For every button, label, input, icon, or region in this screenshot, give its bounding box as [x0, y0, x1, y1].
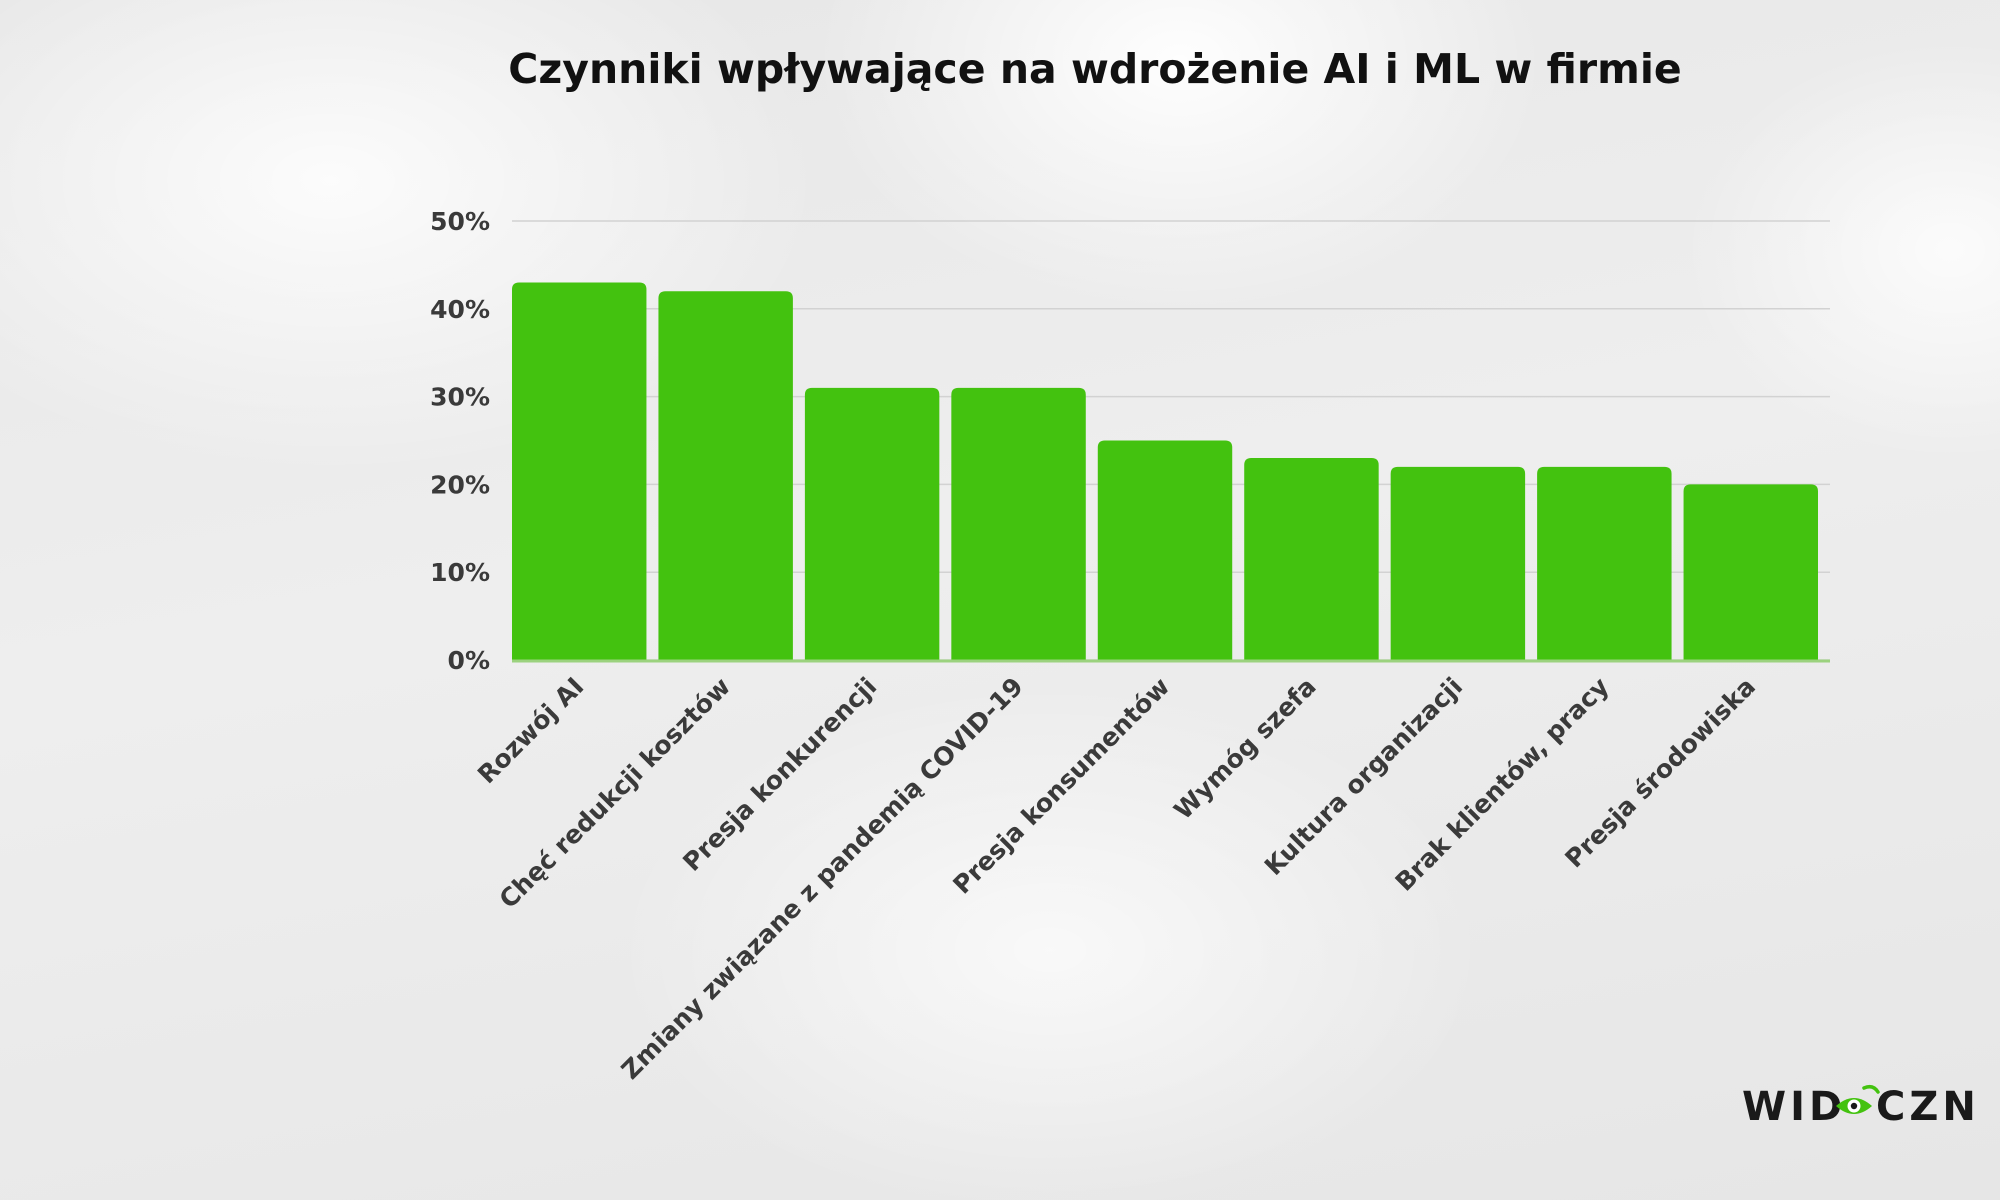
x-category-label: Chęć redukcji kosztów: [494, 672, 736, 914]
y-axis-ticks: 0% 10% 20% 30% 40% 50%: [430, 207, 490, 675]
logo-text-right: CZNI: [1876, 1084, 1980, 1128]
eye-icon: [1836, 1084, 1880, 1114]
y-tick-label: 10%: [430, 558, 490, 587]
bar: [512, 282, 647, 660]
brand-logo: WID CZNI: [1742, 1084, 1980, 1128]
chart-title: Czynniki wpływające na wdrożenie AI i ML…: [508, 45, 1682, 93]
bar: [1683, 484, 1818, 660]
bar: [1244, 458, 1379, 660]
bar: [658, 291, 793, 660]
bar: [1097, 440, 1233, 660]
x-category-label: Wymóg szefa: [1168, 672, 1321, 825]
y-tick-label: 30%: [430, 383, 490, 412]
x-category-label: Rozwój AI: [472, 672, 590, 790]
y-tick-label: 0%: [448, 646, 490, 675]
logo-text-left: WID: [1742, 1084, 1846, 1128]
bar: [804, 387, 940, 660]
bar: [1390, 466, 1526, 660]
y-tick-label: 40%: [430, 295, 490, 324]
bar: [951, 387, 1086, 660]
bar: [1537, 466, 1672, 660]
bars: [512, 282, 1818, 660]
y-tick-label: 50%: [430, 207, 490, 236]
y-tick-label: 20%: [430, 470, 490, 499]
